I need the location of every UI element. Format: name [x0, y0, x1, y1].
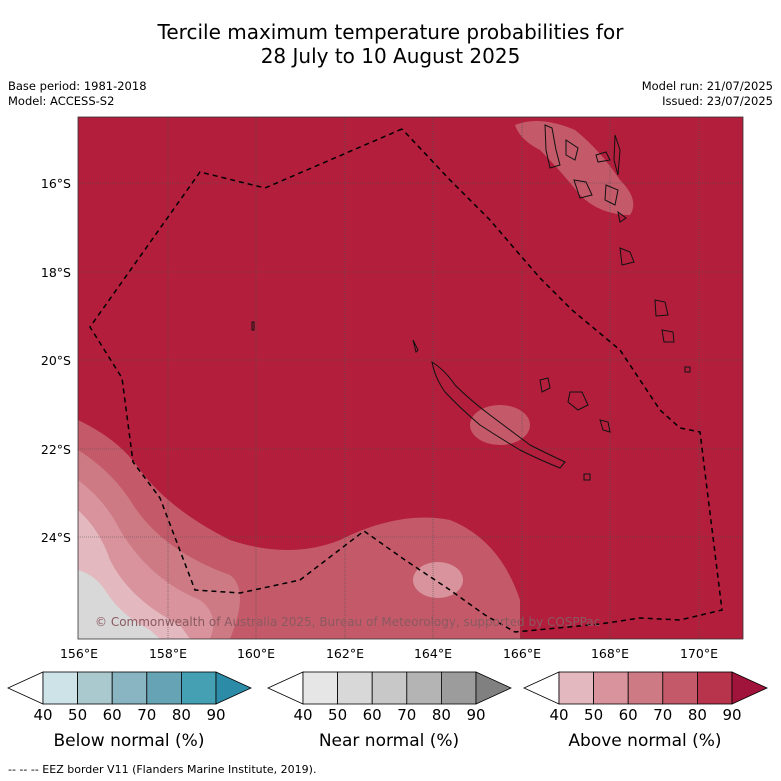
colorbar-extend-low	[7, 671, 44, 705]
small-island-a	[251, 321, 255, 331]
lat-label: 20°S	[41, 353, 71, 368]
model-run: Model run: 21/07/2025	[641, 79, 773, 93]
lon-labels: 156°E 158°E 160°E 162°E 164°E 166°E 168°…	[60, 646, 718, 661]
lat-label: 16°S	[41, 176, 71, 191]
colorbar-label-below: Below normal (%)	[53, 731, 205, 751]
colorbar-segment	[146, 671, 182, 705]
prob-patch-small	[304, 584, 332, 604]
title-line-2: 28 July to 10 August 2025	[260, 44, 521, 68]
colorbar-tick-label: 50	[584, 706, 603, 724]
small-island-d	[684, 366, 691, 373]
colorbar-tick-label: 80	[172, 706, 191, 724]
meta-right: Model run: 21/07/2025 Issued: 23/07/2025	[642, 79, 773, 109]
prob-patch-vanuatu	[515, 121, 634, 215]
lat-label: 22°S	[41, 442, 71, 457]
colorbar-tick-label: 90	[722, 706, 741, 724]
colorbar-tick-label: 70	[653, 706, 672, 724]
colorbar-segment	[180, 671, 217, 705]
colorbar-segment	[406, 671, 442, 705]
grid-lines	[78, 117, 743, 639]
map-frame	[77, 116, 744, 640]
lon-label: 162°E	[326, 646, 364, 661]
new-caledonia-coast	[431, 360, 566, 469]
colorbar-tick-label: 50	[328, 706, 347, 724]
colorbar-segment	[593, 671, 629, 705]
colorbar-tick-label: 40	[549, 706, 568, 724]
small-island-c	[583, 473, 591, 481]
base-period: Base period: 1981-2018	[8, 79, 147, 93]
issued-date: Issued: 23/07/2025	[662, 94, 773, 108]
lon-label: 166°E	[503, 646, 541, 661]
colorbar-segment	[302, 671, 338, 705]
colorbar-above: 40 50 60 70 80 90	[523, 671, 768, 724]
colorbar-tick-label: 90	[206, 706, 225, 724]
colorbar-segment	[111, 671, 148, 705]
vanuatu-coast	[544, 124, 675, 343]
colorbar-segment	[440, 671, 477, 705]
colorbar-tick-label: 60	[363, 706, 382, 724]
lon-label: 170°E	[680, 646, 718, 661]
colorbar-segment	[697, 671, 733, 705]
lat-label: 24°S	[41, 530, 71, 545]
title-line-1: Tercile maximum temperature probabilitie…	[157, 20, 624, 44]
lat-label: 18°S	[41, 265, 71, 280]
small-island-b	[412, 339, 419, 353]
colorbar-tick-label: 40	[293, 706, 312, 724]
colorbar-segment	[662, 671, 698, 705]
colorbar-tick-label: 90	[466, 706, 485, 724]
colorbar-tick-label: 80	[432, 706, 451, 724]
colorbar-tick-label: 60	[103, 706, 122, 724]
colorbar-extend-high	[731, 671, 768, 705]
colorbar-segment	[627, 671, 664, 705]
footnote: -- -- -- EEZ border V11 (Flanders Marine…	[8, 763, 317, 776]
colorbar-segment	[337, 671, 373, 705]
colorbar-segment	[371, 671, 408, 705]
colorbar-below: 40 50 60 70 80 90	[7, 671, 252, 724]
coastlines	[251, 124, 691, 481]
colorbar-tick-label: 40	[33, 706, 52, 724]
colorbar-near: 40 50 60 70 80 90	[267, 671, 512, 724]
colorbar-tick-label: 70	[397, 706, 416, 724]
map-title: Tercile maximum temperature probabilitie…	[0, 20, 781, 68]
map-area: © Commonwealth of Australia 2025, Bureau…	[78, 117, 743, 639]
colorbar-segment	[77, 671, 113, 705]
lat-labels: 16°S 18°S 20°S 22°S 24°S	[41, 176, 71, 545]
colorbar-tick-label: 80	[688, 706, 707, 724]
prob-patch-nc	[470, 405, 530, 445]
colorbar-label-near: Near normal (%)	[318, 731, 460, 751]
colorbar-tick-label: 70	[137, 706, 156, 724]
lon-label: 164°E	[414, 646, 452, 661]
colorbar-extend-high	[215, 671, 252, 705]
colorbar-extend-low	[523, 671, 560, 705]
colorbar-extend-low	[267, 671, 304, 705]
colorbar-extend-high	[475, 671, 512, 705]
colorbar-label-above: Above normal (%)	[568, 731, 722, 751]
colorbar-tick-label: 60	[619, 706, 638, 724]
lon-label: 158°E	[149, 646, 187, 661]
colorbar-tick-label: 50	[68, 706, 87, 724]
lon-label: 156°E	[60, 646, 98, 661]
lon-label: 160°E	[237, 646, 275, 661]
copyright-notice: © Commonwealth of Australia 2025, Bureau…	[95, 615, 600, 629]
eez-border	[89, 128, 723, 633]
colorbar-segment	[42, 671, 78, 705]
model-name: Model: ACCESS-S2	[8, 94, 115, 108]
prob-patch-south-inner	[413, 562, 463, 598]
loyalty-islands-coast	[539, 377, 611, 433]
near-normal-patch	[78, 570, 160, 639]
lon-label: 168°E	[591, 646, 629, 661]
colorbar-segment	[558, 671, 594, 705]
meta-left: Base period: 1981-2018 Model: ACCESS-S2	[8, 79, 147, 109]
colorbars: 40 50 60 70 80 90 40 50 60 70 80 90 40 50 60 70 80 90	[7, 671, 768, 724]
